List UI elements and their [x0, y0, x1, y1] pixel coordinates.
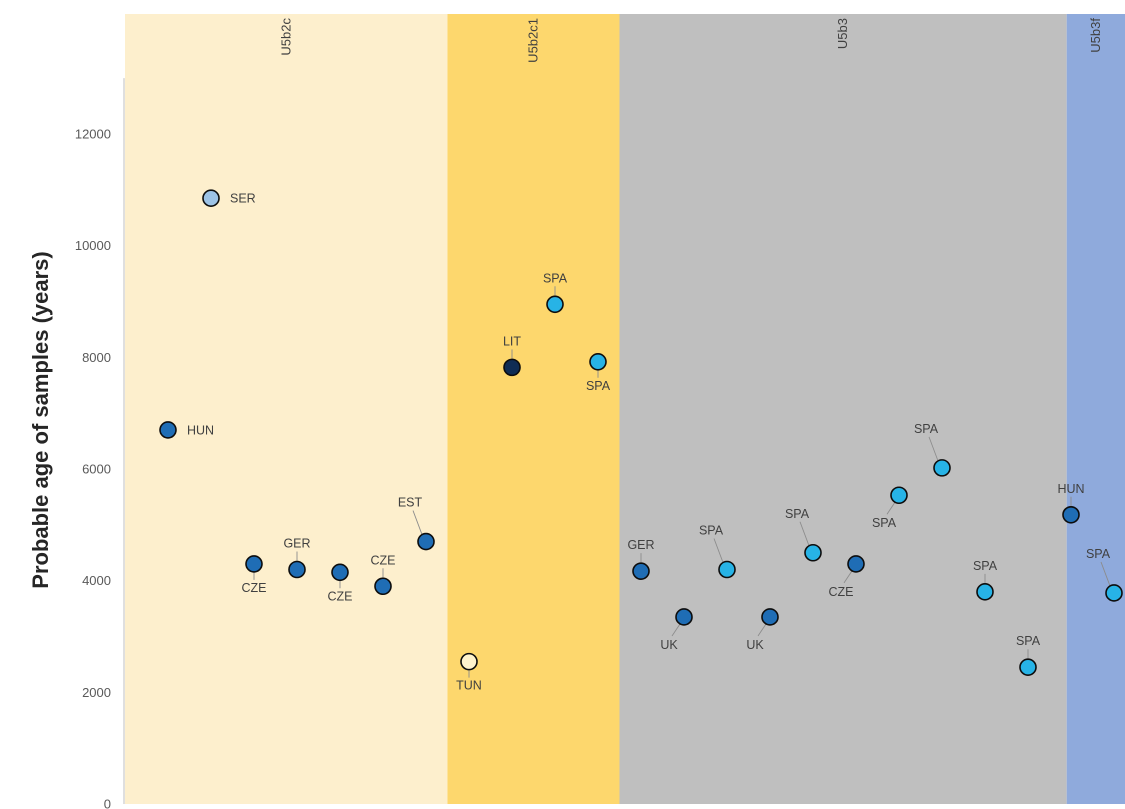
label-leader-line	[1100, 561, 1111, 587]
data-point	[1105, 584, 1123, 602]
point-label: GER	[627, 538, 654, 552]
data-point	[1019, 658, 1037, 677]
point-label: CZE	[829, 585, 854, 599]
point-label: SPA	[1086, 547, 1111, 561]
data-point	[417, 532, 435, 551]
band-u5b2c	[125, 14, 448, 804]
point-label: HUN	[1057, 482, 1084, 496]
data-point	[159, 421, 177, 439]
y-tick-label: 4000	[82, 573, 111, 588]
band-u5b3	[619, 14, 1067, 804]
band-u5b3f	[1066, 14, 1125, 804]
point-label: SPA	[1016, 634, 1041, 648]
point-label: SPA	[973, 559, 998, 573]
y-tick-label: 12000	[75, 127, 111, 142]
data-points	[159, 189, 1123, 677]
data-point	[1062, 505, 1080, 524]
data-point	[589, 352, 607, 371]
data-point	[288, 560, 306, 579]
point-label: LIT	[503, 334, 521, 348]
y-tick-label: 6000	[82, 462, 111, 477]
point-label: HUN	[187, 423, 214, 437]
point-labels: HUN SER CZE GER CZE CZE EST TUN LIT SPA SPA GER UK SP…	[187, 192, 1111, 693]
data-point	[675, 608, 693, 626]
point-label: CZE	[328, 589, 353, 603]
y-axis-title: Probable age of samples (years)	[28, 251, 53, 588]
point-label: UK	[660, 638, 678, 652]
label-leader-line	[412, 510, 423, 535]
data-point	[718, 560, 736, 579]
label-leader-line	[799, 521, 810, 546]
label-leader-line	[671, 623, 681, 637]
data-point	[202, 189, 220, 208]
data-point	[933, 459, 951, 477]
point-label: SPA	[543, 271, 568, 285]
data-point	[546, 295, 564, 314]
label-leader-line	[928, 436, 939, 462]
label-leader-line	[886, 501, 896, 515]
data-point	[331, 563, 349, 582]
label-leader-line	[713, 538, 724, 563]
data-point	[761, 608, 779, 626]
label-leader-line	[757, 623, 767, 637]
y-tick-label: 2000	[82, 685, 111, 700]
data-point	[804, 543, 822, 562]
label-leader-lines	[253, 286, 1111, 678]
haplogroup-bands: U5b2c U5b2c1 U5b3 U5b3f	[125, 14, 1125, 804]
y-tick-label: 0	[104, 797, 111, 809]
data-point	[976, 583, 994, 601]
data-point	[503, 358, 521, 377]
y-tick-label: 10000	[75, 238, 111, 253]
point-label: SPA	[699, 524, 724, 538]
data-point	[632, 562, 650, 580]
data-point	[374, 577, 392, 596]
band-u5b2c1	[447, 14, 620, 804]
point-label: SPA	[586, 379, 611, 393]
point-label: GER	[283, 537, 310, 551]
point-label: TUN	[456, 679, 482, 693]
band-label: U5b2c1	[526, 18, 541, 63]
data-point	[460, 652, 478, 671]
data-point	[245, 555, 263, 573]
point-label: SER	[230, 192, 256, 206]
data-point	[847, 555, 865, 573]
y-tick-label: 8000	[82, 350, 111, 365]
label-leader-line	[843, 570, 853, 584]
point-label: SPA	[872, 516, 897, 530]
band-label: U5b2c	[278, 18, 293, 56]
point-label: CZE	[371, 553, 396, 567]
band-label: U5b3	[835, 18, 850, 49]
point-label: SPA	[785, 507, 810, 521]
point-label: CZE	[242, 581, 267, 595]
data-point	[890, 486, 908, 505]
point-label: UK	[746, 638, 764, 652]
point-label: EST	[398, 496, 423, 510]
y-axis: 0 2000 4000 6000 8000 10000 12000	[75, 78, 125, 809]
point-label: SPA	[914, 422, 939, 436]
band-label: U5b3f	[1088, 18, 1103, 53]
